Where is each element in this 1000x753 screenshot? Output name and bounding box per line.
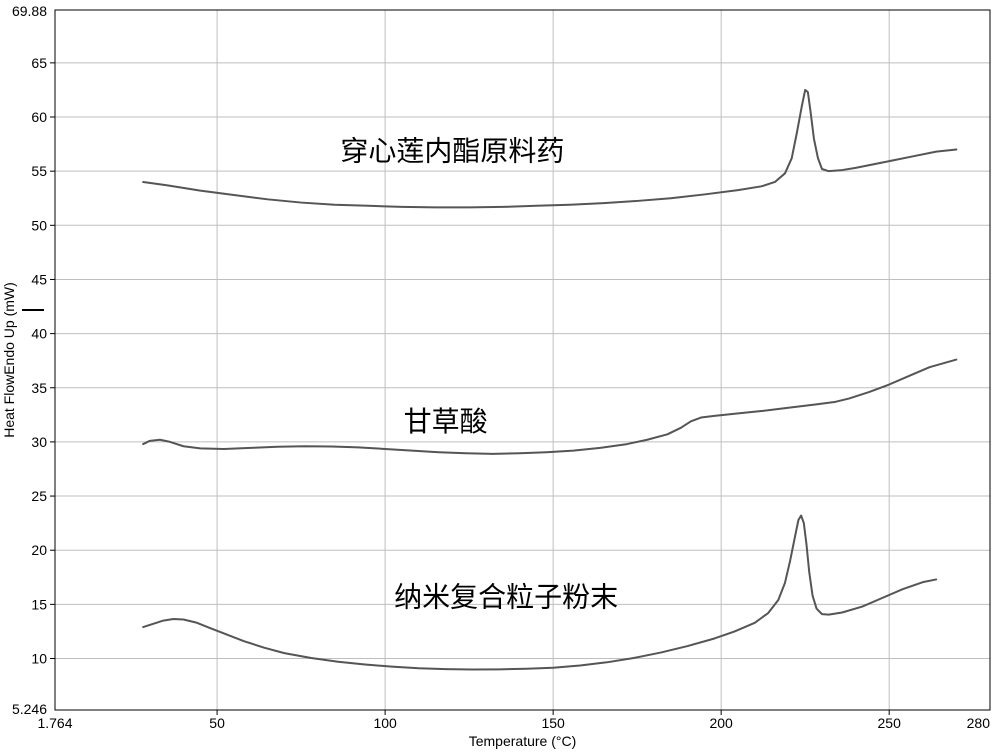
y-tick-label: 20 (31, 542, 47, 558)
y-tick-label: 65 (31, 55, 47, 71)
series-label-andrographolide-raw: 穿心莲内酯原料药 (340, 135, 564, 166)
x-tick-label: 250 (878, 715, 902, 731)
y-max-label: 69.88 (12, 3, 47, 19)
y-tick-label: 45 (31, 271, 47, 287)
y-min-label: 5.246 (12, 701, 47, 717)
x-tick-label: 50 (209, 715, 225, 731)
x-axis-title: Temperature (°C) (469, 733, 577, 749)
series-label-nano-composite-powder: 纳米复合粒子粉末 (394, 582, 618, 613)
y-tick-label: 30 (31, 434, 47, 450)
y-tick-label: 50 (31, 217, 47, 233)
x-min-label: 1.764 (37, 715, 72, 731)
y-tick-label: 60 (31, 109, 47, 125)
dsc-chart: 50 100 150 200 250 1.764 280 10 15 20 25 30 35 40 45 50… (0, 0, 1000, 753)
y-tick-label: 55 (31, 163, 47, 179)
y-tick-label: 35 (31, 380, 47, 396)
x-tick-label: 100 (373, 715, 397, 731)
y-tick-label: 40 (31, 326, 47, 342)
x-tick-label: 200 (709, 715, 733, 731)
x-max-label: 280 (967, 715, 991, 731)
x-tick-label: 150 (541, 715, 565, 731)
y-axis-title: Heat FlowEndo Up (mW) (1, 282, 17, 438)
series-label-glycyrrhizic-acid: 甘草酸 (404, 406, 488, 437)
y-tick-label: 10 (31, 651, 47, 667)
y-tick-label: 15 (31, 596, 47, 612)
y-tick-label: 25 (31, 488, 47, 504)
